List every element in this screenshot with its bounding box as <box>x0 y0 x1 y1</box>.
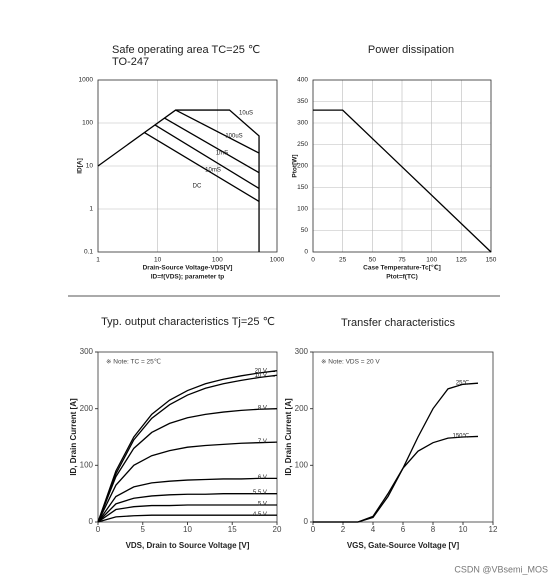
series-line <box>164 117 260 174</box>
series-label: 5 V <box>258 502 267 508</box>
series-line <box>97 109 260 252</box>
x-tick-label: 125 <box>456 257 467 264</box>
x-axis-note: ID=f(VDS); parameter tp <box>151 274 225 281</box>
x-tick-label: 75 <box>398 257 406 264</box>
x-axis-label: VDS, Drain to Source Voltage [V] <box>126 541 250 550</box>
x-tick-label: 1 <box>96 257 100 264</box>
series-label: 4.5 V <box>253 512 267 518</box>
series-line <box>313 382 479 523</box>
x-tick-label: 6 <box>401 525 406 534</box>
x-tick-label: 0 <box>311 525 316 534</box>
series-line <box>97 514 277 523</box>
series-label: 6 V <box>258 475 267 481</box>
series-line <box>175 109 260 154</box>
x-tick-label: 25 <box>339 257 347 264</box>
x-tick-label: 12 <box>489 525 498 534</box>
series-label: 10uS <box>239 111 253 117</box>
chart-title: Safe operating area TC=25 ℃ <box>112 44 260 56</box>
x-tick-label: 1000 <box>270 257 285 264</box>
x-axis-label: Case Temperature-Tc[℃] <box>363 264 441 272</box>
series-label: 20 V <box>255 368 267 374</box>
y-tick-label: 0 <box>304 517 309 526</box>
x-tick-label: 10 <box>154 257 162 264</box>
series-line <box>154 124 260 190</box>
x-tick-label: 4 <box>371 525 376 534</box>
series-line <box>97 374 278 523</box>
plot-frame <box>312 79 492 253</box>
series-line <box>97 441 278 523</box>
y-tick-label: 300 <box>297 120 308 127</box>
y-tick-label: 100 <box>297 206 308 213</box>
y-tick-label: 250 <box>297 141 308 148</box>
chart-subtitle: TO-247 <box>112 56 149 68</box>
series-label: 100uS <box>225 134 242 140</box>
y-tick-label: 400 <box>297 77 308 84</box>
x-tick-label: 0 <box>311 257 315 264</box>
series-label: 10mS <box>205 168 221 174</box>
y-tick-label: 1000 <box>79 77 94 84</box>
series-label: 25℃ <box>456 379 470 386</box>
y-tick-label: 100 <box>82 120 93 127</box>
chart-title: Power dissipation <box>368 44 454 56</box>
y-axis-label: Ptot[W] <box>292 154 299 177</box>
y-tick-label: 0 <box>304 249 308 256</box>
y-tick-label: 200 <box>297 163 308 170</box>
series-line <box>144 131 260 202</box>
x-tick-label: 2 <box>341 525 346 534</box>
chart-title: Transfer characteristics <box>341 317 455 329</box>
series-line <box>313 109 492 253</box>
x-tick-label: 150 <box>486 257 497 264</box>
y-axis-label: ID[A] <box>77 158 84 174</box>
y-axis-label: ID, Drain Current [A] <box>284 398 293 476</box>
y-tick-label: 10 <box>86 163 94 170</box>
watermark: CSDN @VBsemi_MOS <box>454 564 548 574</box>
y-axis-label: ID, Drain Current [A] <box>69 398 78 476</box>
series-label: 7 V <box>258 439 267 445</box>
x-tick-label: 100 <box>426 257 437 264</box>
series-line <box>97 370 278 523</box>
x-tick-label: 10 <box>183 525 192 534</box>
series-label: 8 V <box>258 405 267 411</box>
y-tick-label: 350 <box>297 98 308 105</box>
plot-frame <box>97 351 278 523</box>
x-axis-label: Drain-Source Voltage-VDS[V] <box>143 265 233 272</box>
y-tick-label: 50 <box>301 227 309 234</box>
note: ※ Note: TC = 25℃ <box>106 358 161 366</box>
y-tick-label: 150 <box>297 184 308 191</box>
chart-title: Typ. output characteristics Tj=25 ℃ <box>101 316 275 328</box>
x-tick-label: 5 <box>141 525 146 534</box>
y-tick-label: 0.1 <box>84 249 93 256</box>
series-label: DC <box>193 184 202 190</box>
series-line <box>97 504 277 523</box>
series-label: 10 V <box>255 373 267 379</box>
y-tick-label: 200 <box>295 404 309 413</box>
y-tick-label: 300 <box>295 347 309 356</box>
x-tick-label: 50 <box>369 257 377 264</box>
x-tick-label: 8 <box>431 525 436 534</box>
series-line <box>97 477 277 523</box>
x-tick-label: 0 <box>96 525 101 534</box>
x-axis-note: Ptot=f(TC) <box>386 274 418 281</box>
y-tick-label: 100 <box>80 460 94 469</box>
series-label: 1mS <box>216 151 228 157</box>
y-tick-label: 1 <box>89 206 93 213</box>
y-tick-label: 0 <box>89 517 94 526</box>
x-tick-label: 15 <box>228 525 237 534</box>
y-tick-label: 100 <box>295 460 309 469</box>
x-tick-label: 100 <box>212 257 223 264</box>
x-axis-label: VGS, Gate-Source Voltage [V] <box>347 541 460 550</box>
series-line <box>97 493 277 523</box>
series-line <box>97 408 278 523</box>
series-label: 150℃ <box>453 432 470 439</box>
x-tick-label: 10 <box>459 525 468 534</box>
x-tick-label: 20 <box>273 525 282 534</box>
plot-frame <box>312 351 494 523</box>
series-label: 5.5 V <box>253 490 267 496</box>
y-tick-label: 300 <box>80 347 94 356</box>
series-line <box>313 435 479 523</box>
y-tick-label: 200 <box>80 404 94 413</box>
note: ※ Note: VDS = 20 V <box>321 359 380 366</box>
